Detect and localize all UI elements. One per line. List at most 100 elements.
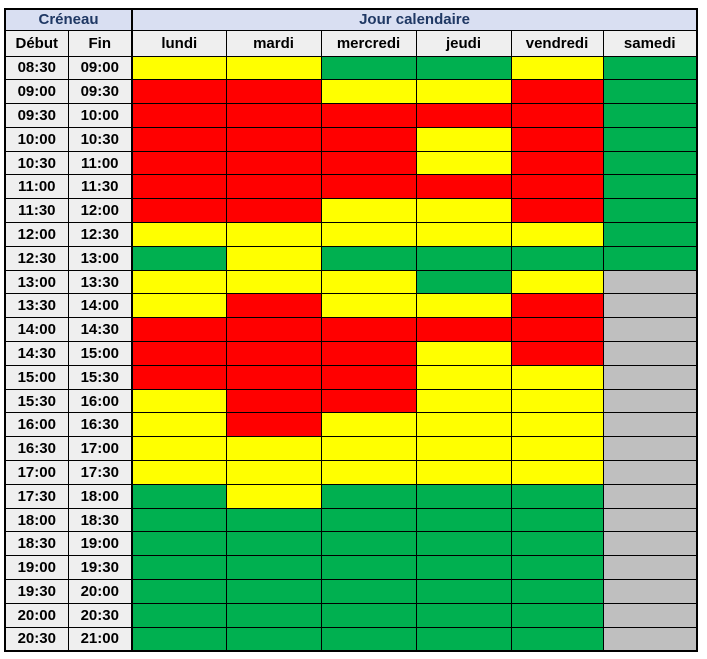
slot-cell-mardi-1030[interactable] xyxy=(225,150,322,176)
slot-cell-jeudi-2000[interactable] xyxy=(415,602,512,628)
slot-cell-vendredi-1000[interactable] xyxy=(510,126,604,152)
slot-cell-vendredi-2000[interactable] xyxy=(510,602,604,628)
slot-cell-samedi-1830[interactable] xyxy=(602,531,698,557)
slot-cell-vendredi-2030[interactable] xyxy=(510,626,604,652)
slot-cell-vendredi-1130[interactable] xyxy=(510,198,604,224)
slot-cell-jeudi-1530[interactable] xyxy=(415,388,512,414)
slot-cell-jeudi-1930[interactable] xyxy=(415,579,512,604)
slot-cell-mardi-2000[interactable] xyxy=(225,602,322,628)
slot-cell-vendredi-1730[interactable] xyxy=(510,483,604,509)
slot-cell-vendredi-1700[interactable] xyxy=(510,460,604,485)
slot-cell-samedi-1230[interactable] xyxy=(602,245,698,271)
slot-cell-mardi-1700[interactable] xyxy=(225,460,322,485)
slot-cell-lundi-1230[interactable] xyxy=(131,245,227,271)
slot-cell-mardi-1100[interactable] xyxy=(225,174,322,200)
slot-cell-samedi-1730[interactable] xyxy=(602,483,698,509)
slot-cell-mercredi-1700[interactable] xyxy=(320,460,417,485)
slot-cell-vendredi-1600[interactable] xyxy=(510,412,604,438)
slot-cell-mercredi-1530[interactable] xyxy=(320,388,417,414)
slot-cell-samedi-1800[interactable] xyxy=(602,507,698,533)
slot-cell-samedi-2000[interactable] xyxy=(602,602,698,628)
slot-cell-samedi-1500[interactable] xyxy=(602,364,698,390)
slot-cell-mercredi-1200[interactable] xyxy=(320,222,417,247)
slot-cell-mardi-0830[interactable] xyxy=(225,55,322,81)
slot-cell-mardi-0930[interactable] xyxy=(225,103,322,128)
slot-cell-lundi-1700[interactable] xyxy=(131,460,227,485)
slot-cell-mardi-1200[interactable] xyxy=(225,222,322,247)
slot-cell-mercredi-1830[interactable] xyxy=(320,531,417,557)
slot-cell-samedi-1900[interactable] xyxy=(602,555,698,581)
slot-cell-lundi-1500[interactable] xyxy=(131,364,227,390)
slot-cell-mercredi-0930[interactable] xyxy=(320,103,417,128)
slot-cell-jeudi-1230[interactable] xyxy=(415,245,512,271)
slot-cell-samedi-1100[interactable] xyxy=(602,174,698,200)
slot-cell-mercredi-2000[interactable] xyxy=(320,602,417,628)
slot-cell-mardi-1500[interactable] xyxy=(225,364,322,390)
slot-cell-mardi-1330[interactable] xyxy=(225,293,322,319)
slot-cell-jeudi-0900[interactable] xyxy=(415,79,512,105)
slot-cell-samedi-1300[interactable] xyxy=(602,269,698,295)
slot-cell-vendredi-1430[interactable] xyxy=(510,341,604,366)
slot-cell-lundi-0900[interactable] xyxy=(131,79,227,105)
slot-cell-mercredi-1430[interactable] xyxy=(320,341,417,366)
slot-cell-mardi-1430[interactable] xyxy=(225,341,322,366)
slot-cell-vendredi-1900[interactable] xyxy=(510,555,604,581)
slot-cell-mercredi-2030[interactable] xyxy=(320,626,417,652)
slot-cell-samedi-1700[interactable] xyxy=(602,460,698,485)
slot-cell-lundi-1030[interactable] xyxy=(131,150,227,176)
slot-cell-mardi-1830[interactable] xyxy=(225,531,322,557)
slot-cell-mercredi-0900[interactable] xyxy=(320,79,417,105)
slot-cell-vendredi-0930[interactable] xyxy=(510,103,604,128)
slot-cell-lundi-2030[interactable] xyxy=(131,626,227,652)
slot-cell-vendredi-1500[interactable] xyxy=(510,364,604,390)
slot-cell-lundi-1000[interactable] xyxy=(131,126,227,152)
slot-cell-jeudi-1330[interactable] xyxy=(415,293,512,319)
slot-cell-lundi-1600[interactable] xyxy=(131,412,227,438)
slot-cell-mardi-1130[interactable] xyxy=(225,198,322,224)
slot-cell-jeudi-1900[interactable] xyxy=(415,555,512,581)
slot-cell-mercredi-1800[interactable] xyxy=(320,507,417,533)
slot-cell-mardi-1000[interactable] xyxy=(225,126,322,152)
slot-cell-lundi-2000[interactable] xyxy=(131,602,227,628)
slot-cell-jeudi-1700[interactable] xyxy=(415,460,512,485)
slot-cell-samedi-0900[interactable] xyxy=(602,79,698,105)
slot-cell-samedi-1330[interactable] xyxy=(602,293,698,319)
slot-cell-lundi-1830[interactable] xyxy=(131,531,227,557)
slot-cell-mercredi-1330[interactable] xyxy=(320,293,417,319)
slot-cell-mardi-1930[interactable] xyxy=(225,579,322,604)
slot-cell-lundi-1330[interactable] xyxy=(131,293,227,319)
slot-cell-mardi-1400[interactable] xyxy=(225,317,322,343)
slot-cell-jeudi-1100[interactable] xyxy=(415,174,512,200)
slot-cell-vendredi-1030[interactable] xyxy=(510,150,604,176)
slot-cell-mardi-1300[interactable] xyxy=(225,269,322,295)
slot-cell-vendredi-1630[interactable] xyxy=(510,436,604,462)
slot-cell-samedi-0830[interactable] xyxy=(602,55,698,81)
slot-cell-jeudi-1500[interactable] xyxy=(415,364,512,390)
slot-cell-lundi-1130[interactable] xyxy=(131,198,227,224)
slot-cell-samedi-1930[interactable] xyxy=(602,579,698,604)
slot-cell-samedi-1430[interactable] xyxy=(602,341,698,366)
slot-cell-mercredi-1630[interactable] xyxy=(320,436,417,462)
slot-cell-vendredi-1800[interactable] xyxy=(510,507,604,533)
slot-cell-samedi-1000[interactable] xyxy=(602,126,698,152)
slot-cell-lundi-1100[interactable] xyxy=(131,174,227,200)
slot-cell-lundi-1300[interactable] xyxy=(131,269,227,295)
slot-cell-jeudi-1000[interactable] xyxy=(415,126,512,152)
slot-cell-jeudi-1200[interactable] xyxy=(415,222,512,247)
slot-cell-mardi-2030[interactable] xyxy=(225,626,322,652)
slot-cell-lundi-1630[interactable] xyxy=(131,436,227,462)
slot-cell-vendredi-1830[interactable] xyxy=(510,531,604,557)
slot-cell-jeudi-1430[interactable] xyxy=(415,341,512,366)
slot-cell-lundi-1900[interactable] xyxy=(131,555,227,581)
slot-cell-vendredi-1100[interactable] xyxy=(510,174,604,200)
slot-cell-samedi-1630[interactable] xyxy=(602,436,698,462)
slot-cell-lundi-0830[interactable] xyxy=(131,55,227,81)
slot-cell-jeudi-0930[interactable] xyxy=(415,103,512,128)
slot-cell-lundi-1530[interactable] xyxy=(131,388,227,414)
slot-cell-mardi-1630[interactable] xyxy=(225,436,322,462)
slot-cell-vendredi-1530[interactable] xyxy=(510,388,604,414)
slot-cell-vendredi-0830[interactable] xyxy=(510,55,604,81)
slot-cell-samedi-1130[interactable] xyxy=(602,198,698,224)
slot-cell-mardi-1530[interactable] xyxy=(225,388,322,414)
slot-cell-samedi-0930[interactable] xyxy=(602,103,698,128)
